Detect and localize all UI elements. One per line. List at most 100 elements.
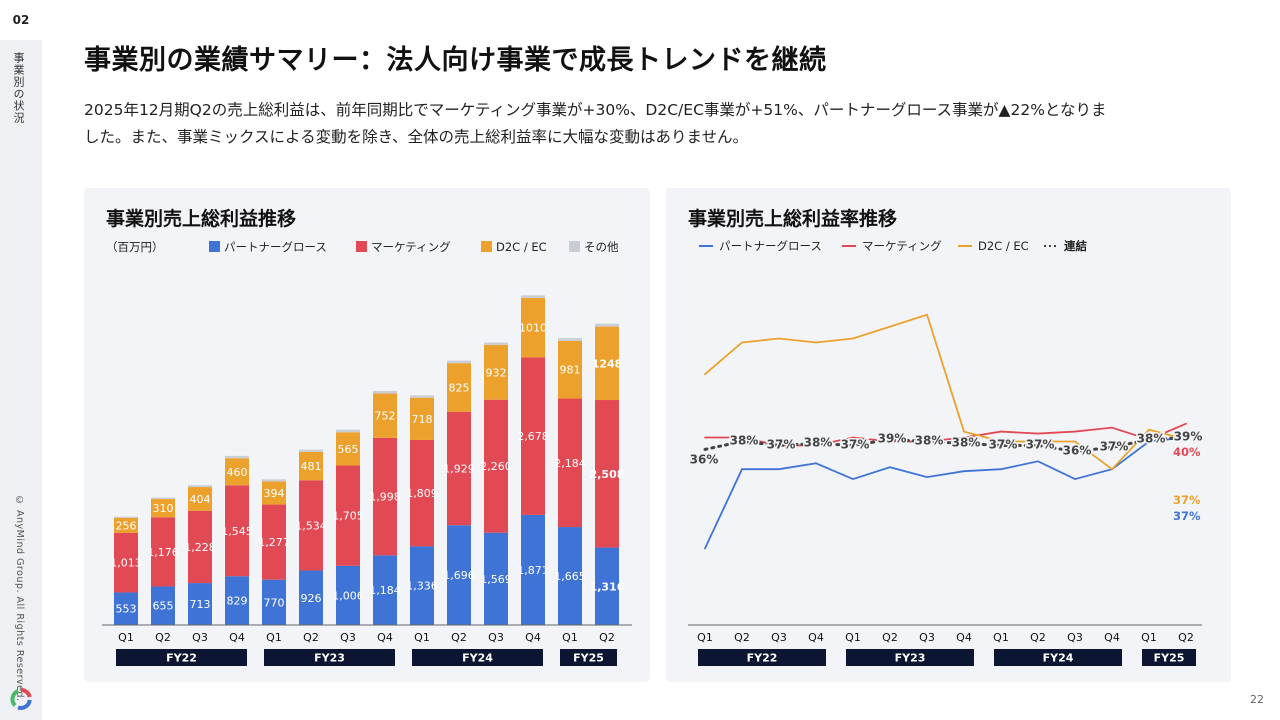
bar-d2c [336, 432, 360, 466]
bar-partner [336, 565, 360, 625]
bar-label-partner: 926 [301, 592, 322, 605]
fiscal-year-box [846, 649, 974, 666]
bar-other [521, 295, 545, 298]
fiscal-year-label: FY23 [895, 652, 926, 665]
fiscal-year-label: FY23 [314, 652, 345, 665]
x-tick-label: Q1 [993, 631, 1009, 644]
bar-marketing [262, 504, 286, 580]
side-strip [0, 0, 42, 720]
consolidated-label: 38% [952, 435, 981, 449]
series-line-d2c [704, 313, 1187, 471]
x-tick-label: Q4 [956, 631, 972, 644]
bar-d2c [410, 397, 434, 440]
bar-marketing [114, 532, 138, 593]
fiscal-year-box [994, 649, 1122, 666]
bar-partner [595, 547, 619, 625]
bar-partner [188, 583, 212, 625]
legend-swatch-marketing [356, 241, 367, 252]
bar-partner [410, 546, 434, 625]
fiscal-year-box [1142, 649, 1196, 666]
bar-marketing [225, 485, 249, 577]
x-tick-label: Q2 [882, 631, 898, 644]
x-tick-label: Q1 [118, 631, 134, 644]
end-label-partner: 37% [1173, 509, 1201, 523]
page-badge: 02 [0, 0, 42, 40]
x-tick-label: Q2 [734, 631, 750, 644]
bar-label-partner: 1,184 [369, 584, 401, 597]
x-tick-label: Q1 [266, 631, 282, 644]
consolidated-label: 37% [1100, 439, 1129, 453]
bar-label-marketing: 1,013 [110, 557, 142, 570]
x-tick-label: Q4 [377, 631, 393, 644]
bar-other [114, 516, 138, 518]
bar-partner [151, 586, 175, 625]
bar-d2c [484, 344, 508, 400]
bar-label-marketing: 1,998 [369, 491, 401, 504]
bar-other [595, 323, 619, 327]
page-number: 22 [1250, 693, 1264, 706]
bar-other [299, 449, 323, 452]
x-tick-label: Q4 [808, 631, 824, 644]
unit-label: （百万円） [106, 240, 164, 254]
consolidated-label: 39% [1174, 430, 1203, 444]
legend-label-partner: パートナーグロース [719, 239, 822, 253]
bar-label-partner: 655 [153, 600, 174, 613]
legend-label-d2c: D2C / EC [978, 239, 1029, 253]
section-label: 事業別の状況 [12, 52, 25, 124]
fiscal-year-box [264, 649, 395, 666]
bar-d2c [558, 340, 582, 399]
bar-other [410, 395, 434, 398]
consolidated-label: 37% [989, 437, 1018, 451]
legend-label-other: その他 [584, 240, 619, 254]
x-tick-label: Q1 [845, 631, 861, 644]
legend-label-marketing: マーケティング [371, 240, 451, 254]
bar-label-partner: 1,316 [590, 580, 625, 593]
x-tick-label: Q4 [229, 631, 245, 644]
bar-label-partner: 713 [190, 598, 211, 611]
bar-other [262, 479, 286, 482]
fiscal-year-label: FY22 [747, 652, 778, 665]
bar-partner [558, 527, 582, 625]
consolidated-label: 37% [1026, 437, 1055, 451]
bar-label-partner: 553 [116, 603, 137, 616]
x-tick-label: Q4 [1104, 631, 1120, 644]
bar-label-marketing: 1,534 [295, 519, 327, 532]
gross-profit-bar-chart: （百万円） パートナーグロース マーケティング D2C / EC その他 553 1,013… [102, 240, 632, 666]
bar-partner [373, 555, 397, 625]
x-tick-label: Q3 [192, 631, 208, 644]
bar-partner [225, 576, 249, 625]
gross-profit-panel: 事業別売上総利益推移 （百万円） パートナーグロース マーケティング D2C / EC… [84, 188, 650, 682]
x-tick-label: Q2 [599, 631, 615, 644]
fiscal-year-label: FY25 [1154, 652, 1185, 665]
bar-d2c [447, 363, 471, 412]
fiscal-year-label: FY22 [166, 652, 197, 665]
bar-marketing [447, 411, 471, 526]
x-tick-label: Q3 [771, 631, 787, 644]
consolidated-label: 36% [690, 452, 719, 466]
bar-marketing [373, 437, 397, 556]
bar-other [447, 360, 471, 364]
bar-partner [521, 514, 545, 625]
bar-partner [484, 532, 508, 625]
bar-label-partner: 1,696 [443, 569, 475, 582]
bar-label-marketing: 1,228 [184, 541, 216, 554]
bar-label-d2c: 1010 [519, 322, 547, 335]
consolidated-label: 38% [915, 433, 944, 447]
fiscal-year-label: FY24 [462, 652, 493, 665]
summary-line-1: 2025年12月期Q2の売上総利益は、前年同期比でマーケティング事業が+30%、… [84, 101, 1107, 119]
bar-partner [447, 525, 471, 625]
x-tick-label: Q1 [562, 631, 578, 644]
bar-partner [262, 579, 286, 625]
bar-other [151, 497, 175, 500]
legend-label-partner: パートナーグロース [224, 240, 327, 254]
bar-label-d2c: 481 [301, 460, 322, 473]
bar-label-partner: 829 [227, 595, 248, 608]
end-label-d2c: 37% [1173, 493, 1201, 507]
bar-label-marketing: 2,508 [590, 468, 625, 481]
bar-label-d2c: 565 [338, 443, 359, 456]
bar-label-marketing: 1,277 [258, 536, 290, 549]
copyright-text: © AnyMind Group. All Rights Reserved. [14, 495, 25, 702]
gross-margin-panel: 事業別売上総利益率推移 パートナーグロース マーケティング D2C / EC 連結 36… [666, 188, 1231, 682]
x-tick-label: Q2 [303, 631, 319, 644]
end-label-marketing: 40% [1173, 445, 1201, 459]
